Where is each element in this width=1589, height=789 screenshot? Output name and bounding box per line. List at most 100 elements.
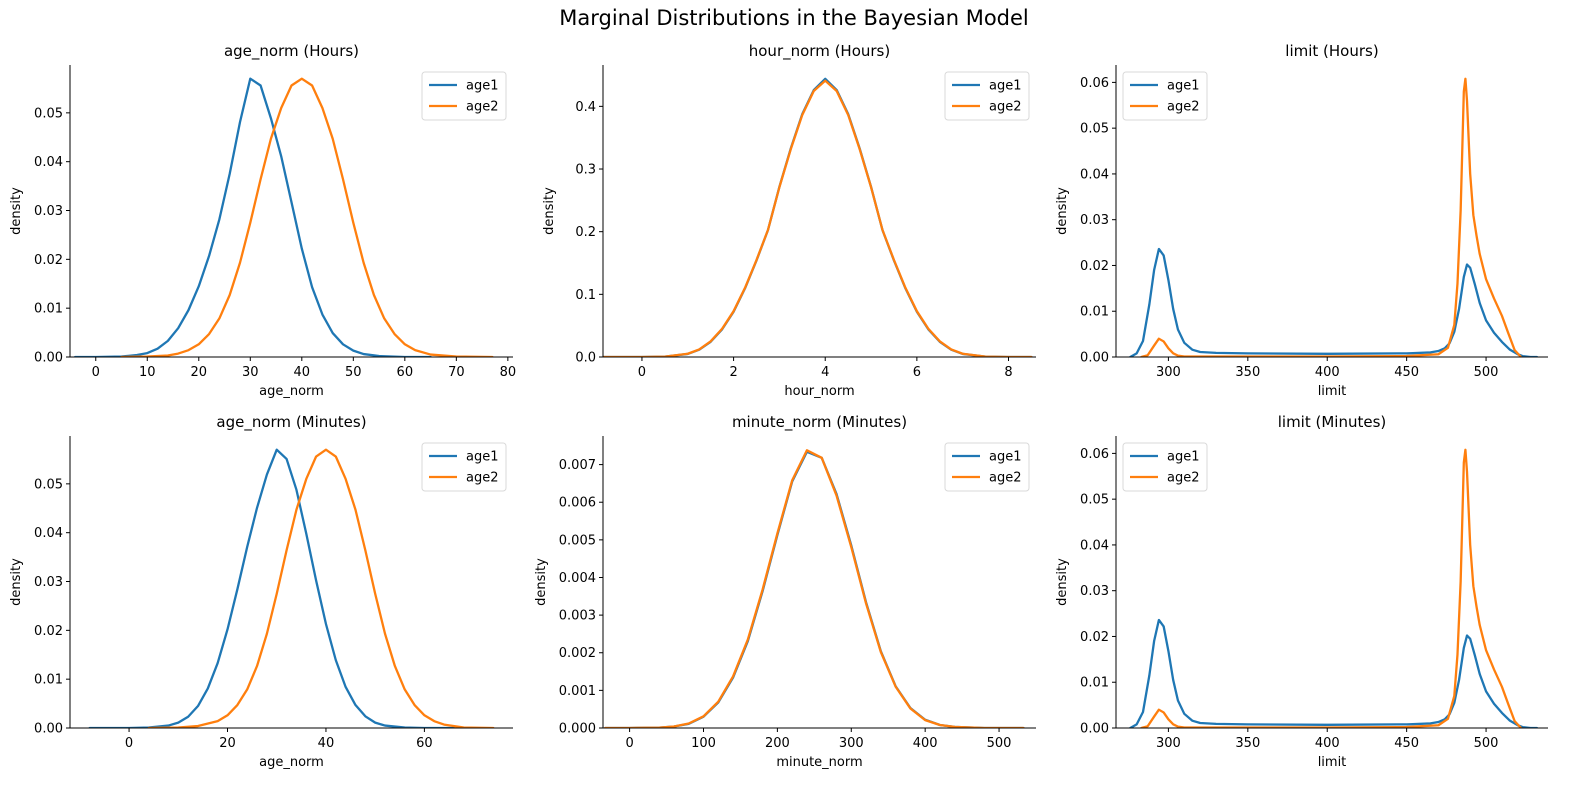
x-tick-label: 8 [1004,365,1012,380]
x-tick-label: 50 [345,365,362,380]
y-tick-label: 0.006 [559,496,596,511]
panel-5: minute_norm (Minutes) 0 100 200 300 400 500 0.0… [534,413,1036,770]
x-tick-label: 20 [219,736,236,751]
series-line-age2 [1140,77,1523,357]
x-tick-label: 40 [318,736,335,751]
series-group [603,77,1033,357]
x-tick-label: 20 [191,365,208,380]
y-tick-label: 0.03 [1080,584,1109,599]
x-axis-label: limit [1318,755,1347,770]
y-tick-label: 0.3 [575,163,596,178]
y-tick-label: 0.02 [34,253,63,268]
panel-title: limit (Minutes) [1278,413,1387,431]
legend: age1 age2 [1122,71,1208,121]
y-tick-label: 0.05 [1080,493,1109,508]
x-axis-label: minute_norm [776,755,862,770]
y-axis-label: density [1055,558,1070,606]
legend-label-age2: age2 [1167,471,1200,486]
x-axis-label: age_norm [259,755,324,770]
y-tick-label: 0.03 [34,204,63,219]
series-line-age2 [120,77,494,357]
legend-label-age1: age1 [1167,450,1200,465]
y-tick-label: 0.00 [1080,351,1109,366]
y-tick-label: 0.00 [34,351,63,366]
y-tick-label: 0.01 [34,673,63,688]
legend-label-age1: age1 [466,450,499,465]
legend-label-age1: age1 [1167,79,1200,94]
panel-6: limit (Minutes) 300 350 400 450 500 0.00 0.01 0.… [1055,413,1548,770]
x-tick-label: 0 [638,365,646,380]
series-group [1129,448,1539,728]
x-tick-label: 4 [821,365,829,380]
x-tick-label: 6 [913,365,921,380]
panel-title: minute_norm (Minutes) [732,413,907,432]
legend: age1 age2 [421,442,507,492]
series-line-age2 [604,449,1025,728]
y-axis-label: density [9,187,24,235]
y-axis-label: density [1055,187,1070,235]
y-tick-label: 0.2 [575,225,596,240]
y-tick-label: 0.005 [559,533,596,548]
legend: age1 age2 [1122,442,1208,492]
panel-title: hour_norm (Hours) [749,42,890,61]
x-tick-label: 300 [1156,365,1181,380]
y-axis-label: density [542,187,557,235]
panel-grid: age_norm (Hours)0 10 20 30 40 50 60 70 800.000.0… [9,42,1548,770]
y-tick-label: 0.002 [559,646,596,661]
legend-label-age2: age2 [466,471,499,486]
y-tick-label: 0.03 [1080,213,1109,228]
y-tick-label: 0.04 [34,155,63,170]
y-tick-label: 0.04 [1080,167,1109,182]
y-axis-label: density [9,558,24,606]
series-line-age1 [88,448,456,728]
y-tick-label: 0.000 [559,722,596,737]
y-tick-label: 0.04 [34,526,63,541]
panel-1: age_norm (Hours) 0 10 20 30 40 50 60 70 80 0.00 0.0… [9,42,516,399]
panel-3: limit (Hours) 300 350 400 450 500 0.00 0.01 0.02… [1055,42,1548,399]
legend: age1 age2 [944,442,1030,492]
x-tick-label: 350 [1235,365,1260,380]
y-tick-label: 0.03 [34,575,63,590]
panel-title: age_norm (Hours) [224,42,359,61]
legend-label-age2: age2 [989,471,1022,486]
legend-label-age2: age2 [989,100,1022,115]
x-tick-label: 500 [987,736,1012,751]
y-tick-label: 0.01 [1080,676,1109,691]
y-tick-label: 0.00 [1080,722,1109,737]
x-tick-label: 350 [1235,736,1260,751]
x-tick-label: 10 [139,365,156,380]
x-axis-label: hour_norm [784,384,854,399]
y-tick-label: 0.05 [34,477,63,492]
x-tick-label: 40 [294,365,311,380]
x-tick-label: 300 [1156,736,1181,751]
x-tick-label: 0 [92,365,100,380]
x-axis-label: age_norm [259,384,324,399]
x-tick-label: 200 [765,736,790,751]
y-tick-label: 0.02 [34,624,63,639]
y-tick-label: 0.01 [1080,305,1109,320]
x-tick-label: 500 [1474,736,1499,751]
x-tick-label: 450 [1394,365,1419,380]
figure-title: Marginal Distributions in the Bayesian M… [559,6,1029,30]
x-tick-label: 2 [729,365,737,380]
x-tick-label: 80 [500,365,517,380]
x-tick-label: 60 [416,736,433,751]
legend: age1 age2 [421,71,507,121]
series-line-age2 [603,79,1033,357]
series-group [604,449,1025,728]
y-axis-label: density [534,558,549,606]
y-tick-label: 0.02 [1080,630,1109,645]
x-tick-label: 500 [1474,365,1499,380]
y-tick-label: 0.007 [559,458,596,473]
legend-label-age1: age1 [466,79,499,94]
series-group [1129,77,1539,357]
y-tick-label: 0.06 [1080,447,1109,462]
panel-title: limit (Hours) [1285,42,1378,60]
series-group [88,448,495,728]
x-tick-label: 60 [397,365,414,380]
x-tick-label: 0 [125,736,133,751]
series-line-age1 [1129,618,1539,728]
y-tick-label: 0.004 [559,571,596,586]
